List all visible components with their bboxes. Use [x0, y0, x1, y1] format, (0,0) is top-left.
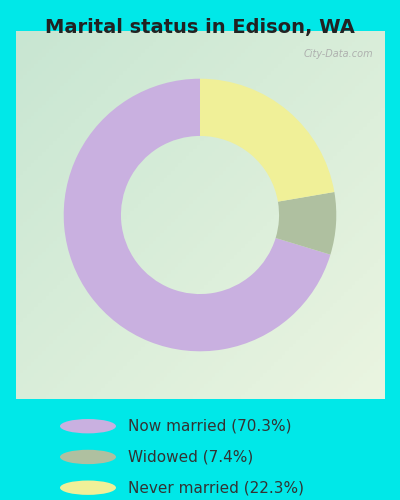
Wedge shape [276, 192, 336, 254]
Text: Now married (70.3%): Now married (70.3%) [128, 418, 292, 434]
Wedge shape [200, 78, 334, 202]
Circle shape [60, 480, 116, 495]
Circle shape [60, 450, 116, 464]
Circle shape [60, 419, 116, 434]
Text: City-Data.com: City-Data.com [303, 50, 373, 59]
Wedge shape [64, 78, 330, 351]
Text: Never married (22.3%): Never married (22.3%) [128, 480, 304, 495]
Text: Marital status in Edison, WA: Marital status in Edison, WA [45, 18, 355, 38]
Text: Widowed (7.4%): Widowed (7.4%) [128, 450, 253, 464]
